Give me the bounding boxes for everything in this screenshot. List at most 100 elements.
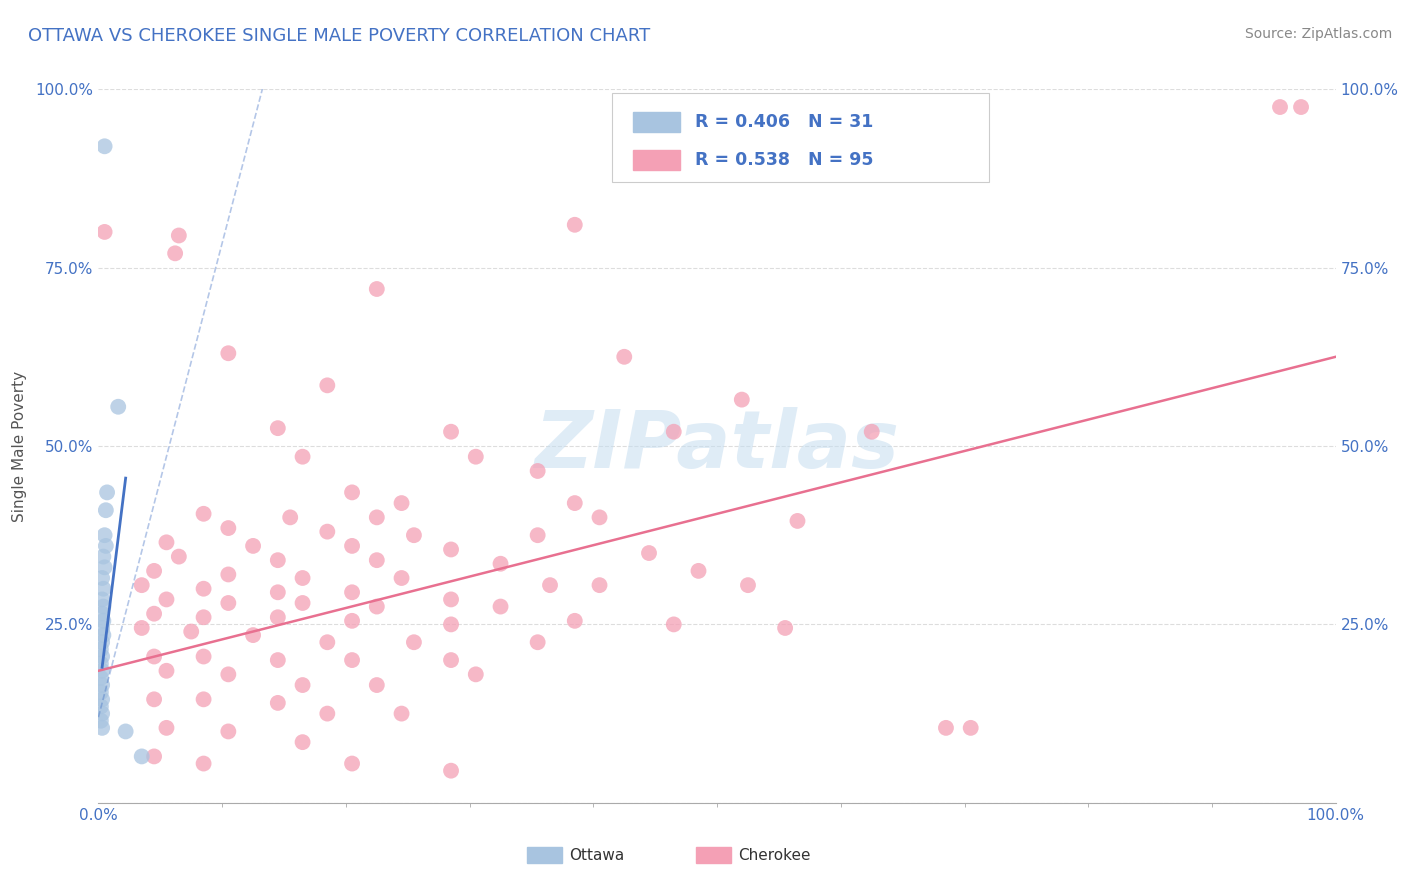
Text: Cherokee: Cherokee bbox=[738, 848, 811, 863]
Point bbox=[366, 553, 388, 567]
Point bbox=[402, 528, 425, 542]
Point bbox=[538, 578, 561, 592]
Point bbox=[440, 617, 463, 632]
Bar bbox=[633, 150, 681, 170]
Point bbox=[267, 610, 290, 624]
Y-axis label: Single Male Poverty: Single Male Poverty bbox=[13, 370, 27, 522]
Point bbox=[91, 721, 114, 735]
Point bbox=[267, 585, 290, 599]
Point bbox=[217, 724, 239, 739]
Point bbox=[291, 596, 314, 610]
Point bbox=[731, 392, 754, 407]
Point bbox=[155, 721, 177, 735]
Point bbox=[94, 503, 117, 517]
Point bbox=[316, 524, 339, 539]
Point bbox=[93, 599, 115, 614]
Point bbox=[143, 564, 166, 578]
Point bbox=[391, 496, 413, 510]
Text: ZIPatlas: ZIPatlas bbox=[534, 407, 900, 485]
Point bbox=[193, 756, 215, 771]
Point bbox=[489, 599, 512, 614]
Point bbox=[440, 425, 463, 439]
Point bbox=[193, 692, 215, 706]
Point bbox=[93, 614, 115, 628]
Point bbox=[91, 678, 114, 692]
Point bbox=[464, 667, 486, 681]
Point bbox=[267, 421, 290, 435]
Point bbox=[91, 635, 114, 649]
Point bbox=[193, 649, 215, 664]
Point bbox=[193, 610, 215, 624]
Point bbox=[242, 539, 264, 553]
Point bbox=[143, 692, 166, 706]
Point bbox=[366, 282, 388, 296]
Point bbox=[131, 578, 153, 592]
Text: Ottawa: Ottawa bbox=[569, 848, 624, 863]
Point bbox=[340, 485, 363, 500]
Point bbox=[278, 510, 301, 524]
Point bbox=[91, 692, 114, 706]
Point bbox=[613, 350, 636, 364]
Point bbox=[155, 592, 177, 607]
Point bbox=[193, 582, 215, 596]
Point bbox=[860, 425, 883, 439]
Point bbox=[267, 653, 290, 667]
Point bbox=[489, 557, 512, 571]
Point bbox=[93, 549, 115, 564]
Text: R = 0.406   N = 31: R = 0.406 N = 31 bbox=[695, 113, 873, 131]
Point bbox=[366, 678, 388, 692]
Point bbox=[291, 450, 314, 464]
Point bbox=[217, 596, 239, 610]
Point bbox=[1289, 100, 1312, 114]
Point bbox=[90, 699, 112, 714]
Point bbox=[402, 635, 425, 649]
Point bbox=[340, 756, 363, 771]
Point bbox=[464, 450, 486, 464]
Point bbox=[564, 614, 586, 628]
Point bbox=[131, 621, 153, 635]
Point bbox=[935, 721, 957, 735]
Point bbox=[786, 514, 808, 528]
Point bbox=[91, 592, 114, 607]
Point bbox=[340, 653, 363, 667]
Point bbox=[143, 607, 166, 621]
Point bbox=[440, 592, 463, 607]
Point bbox=[93, 628, 115, 642]
Point bbox=[267, 553, 290, 567]
Point bbox=[217, 346, 239, 360]
Point bbox=[662, 425, 685, 439]
Point bbox=[90, 685, 112, 699]
Point bbox=[440, 653, 463, 667]
Point bbox=[93, 560, 115, 574]
Text: Source: ZipAtlas.com: Source: ZipAtlas.com bbox=[1244, 27, 1392, 41]
Point bbox=[155, 664, 177, 678]
Point bbox=[96, 485, 118, 500]
Point bbox=[114, 724, 136, 739]
Point bbox=[340, 614, 363, 628]
Point bbox=[316, 635, 339, 649]
Point bbox=[526, 528, 548, 542]
Point bbox=[155, 535, 177, 549]
Point bbox=[93, 528, 115, 542]
Point bbox=[291, 678, 314, 692]
Point bbox=[391, 571, 413, 585]
Point bbox=[366, 510, 388, 524]
Point bbox=[180, 624, 202, 639]
Point bbox=[90, 714, 112, 728]
Point bbox=[217, 567, 239, 582]
Point bbox=[588, 578, 610, 592]
Point bbox=[94, 539, 117, 553]
Point bbox=[316, 706, 339, 721]
Point bbox=[91, 664, 114, 678]
Point bbox=[737, 578, 759, 592]
Point bbox=[564, 496, 586, 510]
Point bbox=[638, 546, 661, 560]
Point bbox=[143, 749, 166, 764]
Point bbox=[340, 585, 363, 599]
Point bbox=[107, 400, 129, 414]
Point bbox=[1268, 100, 1291, 114]
Point bbox=[688, 564, 710, 578]
Point bbox=[165, 246, 187, 260]
Point bbox=[440, 764, 463, 778]
Point bbox=[526, 635, 548, 649]
